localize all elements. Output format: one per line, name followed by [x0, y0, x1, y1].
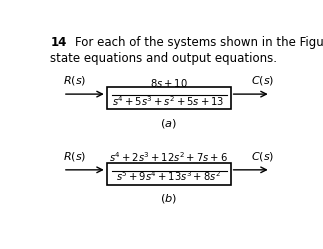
Text: state equations and output equations.: state equations and output equations. [50, 52, 277, 65]
Text: $C(s)$: $C(s)$ [251, 74, 274, 87]
Text: 14: 14 [50, 36, 67, 49]
Text: $R(s)$: $R(s)$ [63, 74, 86, 87]
Text: $s^5 + 9s^4 + 13s^3 + 8s^2$: $s^5 + 9s^4 + 13s^3 + 8s^2$ [116, 170, 221, 183]
Text: $\mathit{(a)}$: $\mathit{(a)}$ [160, 117, 177, 129]
Text: $s^4 + 2s^3 + 12s^2 + 7s + 6$: $s^4 + 2s^3 + 12s^2 + 7s + 6$ [109, 151, 228, 165]
FancyBboxPatch shape [107, 163, 231, 185]
Text: $\mathit{(b)}$: $\mathit{(b)}$ [160, 192, 177, 205]
Text: $C(s)$: $C(s)$ [251, 150, 274, 163]
Text: $s^4 + 5s^3 + s^2 + 5s + 13$: $s^4 + 5s^3 + s^2 + 5s + 13$ [112, 94, 225, 108]
Text: $8s + 10$: $8s + 10$ [150, 77, 187, 89]
FancyBboxPatch shape [107, 87, 231, 110]
Text: $R(s)$: $R(s)$ [63, 150, 86, 163]
Text: For each of the systems shown in the Figure, find the: For each of the systems shown in the Fig… [76, 36, 323, 49]
